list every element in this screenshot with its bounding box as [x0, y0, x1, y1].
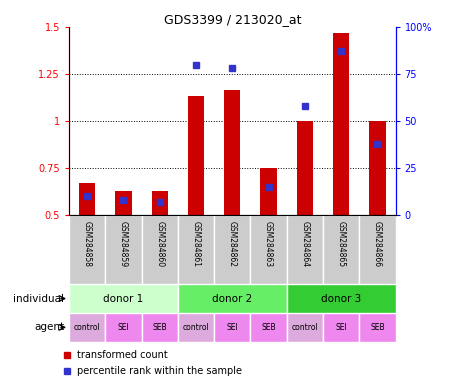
- Bar: [69, 215, 105, 284]
- Bar: [187, 96, 204, 215]
- Bar: [369, 121, 385, 215]
- Bar: [178, 313, 214, 342]
- Text: transformed count: transformed count: [77, 350, 168, 360]
- Bar: [151, 190, 168, 215]
- Text: GSM284863: GSM284863: [263, 220, 273, 267]
- Bar: [178, 215, 214, 284]
- Bar: [286, 313, 322, 342]
- Text: individual: individual: [13, 293, 64, 304]
- Text: GSM284866: GSM284866: [372, 220, 381, 267]
- Text: SEB: SEB: [261, 323, 275, 332]
- Bar: [69, 284, 178, 313]
- Text: control: control: [182, 323, 209, 332]
- Text: SEB: SEB: [152, 323, 167, 332]
- Text: control: control: [291, 323, 318, 332]
- Text: control: control: [73, 323, 101, 332]
- Bar: [260, 168, 276, 215]
- Bar: [250, 215, 286, 284]
- Bar: [141, 215, 178, 284]
- Bar: [69, 313, 105, 342]
- Bar: [178, 284, 286, 313]
- Text: donor 3: donor 3: [320, 293, 360, 304]
- Text: GSM284864: GSM284864: [300, 220, 309, 267]
- Text: GSM284861: GSM284861: [191, 220, 200, 266]
- Bar: [286, 215, 322, 284]
- Bar: [322, 215, 358, 284]
- Bar: [296, 121, 313, 215]
- Bar: [115, 190, 131, 215]
- Bar: [332, 33, 348, 215]
- Bar: [214, 313, 250, 342]
- Text: donor 1: donor 1: [103, 293, 143, 304]
- Bar: [79, 183, 95, 215]
- Bar: [358, 313, 395, 342]
- Title: GDS3399 / 213020_at: GDS3399 / 213020_at: [163, 13, 300, 26]
- Text: donor 2: donor 2: [212, 293, 252, 304]
- Bar: [214, 215, 250, 284]
- Text: SEB: SEB: [369, 323, 384, 332]
- Text: GSM284859: GSM284859: [119, 220, 128, 267]
- Text: SEI: SEI: [226, 323, 238, 332]
- Text: GSM284860: GSM284860: [155, 220, 164, 267]
- Bar: [250, 313, 286, 342]
- Text: GSM284865: GSM284865: [336, 220, 345, 267]
- Bar: [105, 313, 141, 342]
- Text: SEI: SEI: [118, 323, 129, 332]
- Text: percentile rank within the sample: percentile rank within the sample: [77, 366, 241, 376]
- Bar: [105, 215, 141, 284]
- Text: agent: agent: [34, 322, 64, 333]
- Text: GSM284858: GSM284858: [83, 220, 91, 266]
- Text: SEI: SEI: [335, 323, 346, 332]
- Bar: [141, 313, 178, 342]
- Bar: [358, 215, 395, 284]
- Bar: [286, 284, 395, 313]
- Bar: [322, 313, 358, 342]
- Text: GSM284862: GSM284862: [227, 220, 236, 266]
- Bar: [224, 90, 240, 215]
